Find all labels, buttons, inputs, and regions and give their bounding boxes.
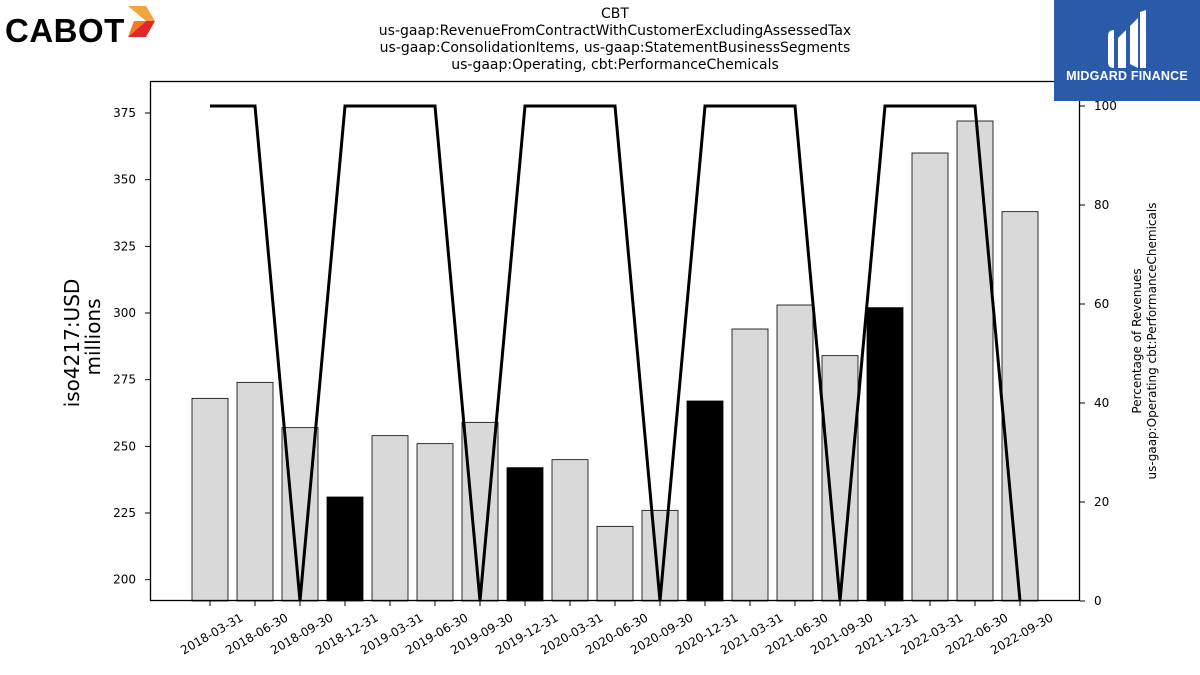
left-y-tick-label: 350 [113,173,136,187]
left-y-axis-unit: millions [81,298,105,375]
cabot-logo-text: CABOT [5,12,125,49]
bar-2019-12-31 [506,467,544,602]
bar-2020-03-31 [551,459,589,602]
right-y-axis-label-member: us-gaap:Operating cbt:PerformanceChemica… [1145,203,1159,480]
right-y-axis-ticks: 0 20 40 60 80 100 [1080,99,1117,608]
bar-2018-06-30 [236,381,274,602]
right-y-tick-label: 40 [1094,396,1109,410]
right-y-tick-label: 100 [1094,99,1117,113]
left-y-tick-label: 325 [113,239,136,253]
bar-2021-06-30 [776,304,814,602]
right-y-tick-label: 0 [1094,594,1102,608]
bar-2021-12-31 [866,307,904,602]
midgard-finance-logo: MIDGARD FINANCE [1054,0,1200,101]
right-y-tick-label: 60 [1094,297,1109,311]
left-y-tick-label: 275 [113,373,136,387]
left-y-tick-label: 375 [113,106,136,120]
x-axis-ticks: 2018-03-312018-06-302018-09-302018-12-31… [178,601,1056,657]
cabot-flame-icon [128,6,155,37]
left-y-tick-label: 225 [113,506,136,520]
bar-2020-12-31 [686,400,724,602]
left-y-tick-label: 300 [113,306,136,320]
bar-2022-03-31 [911,152,949,602]
midgard-mark-icon [1108,10,1146,68]
title-line-company: CBT [601,6,629,22]
bar-2018-12-31 [326,496,364,602]
title-line-members: us-gaap:Operating, cbt:PerformanceChemic… [451,57,779,73]
bar-series [191,120,1039,602]
bar-2020-06-30 [596,525,634,602]
chart-title: CBT us-gaap:RevenueFromContractWithCusto… [300,6,930,74]
title-line-axes: us-gaap:ConsolidationItems, us-gaap:Stat… [379,40,851,56]
bar-2021-03-31 [731,328,769,602]
percentage-line [210,104,1022,602]
percentage-line-series [210,104,1022,602]
right-y-tick-label: 80 [1094,198,1109,212]
midgard-finance-text: MIDGARD FINANCE [1066,69,1188,83]
bar-2018-03-31 [191,397,229,602]
right-y-tick-label: 20 [1094,495,1109,509]
left-y-axis-label: iso4217:USD [60,279,84,408]
right-y-axis-label: Percentage of Revenues [1130,268,1144,413]
left-y-tick-label: 200 [113,573,136,587]
bar-2022-09-30 [1001,211,1039,602]
bar-2019-06-30 [416,443,454,602]
bar-2022-06-30 [956,120,994,602]
cabot-logo: CABOT [0,0,170,60]
plot-frame [149,80,1081,602]
left-y-axis-ticks: 200 225 250 275 300 325 350 375 [113,106,150,587]
bar-2019-09-30 [461,421,499,602]
title-line-concept: us-gaap:RevenueFromContractWithCustomerE… [378,23,852,39]
left-y-tick-label: 250 [113,439,136,453]
bar-2019-03-31 [371,435,409,602]
